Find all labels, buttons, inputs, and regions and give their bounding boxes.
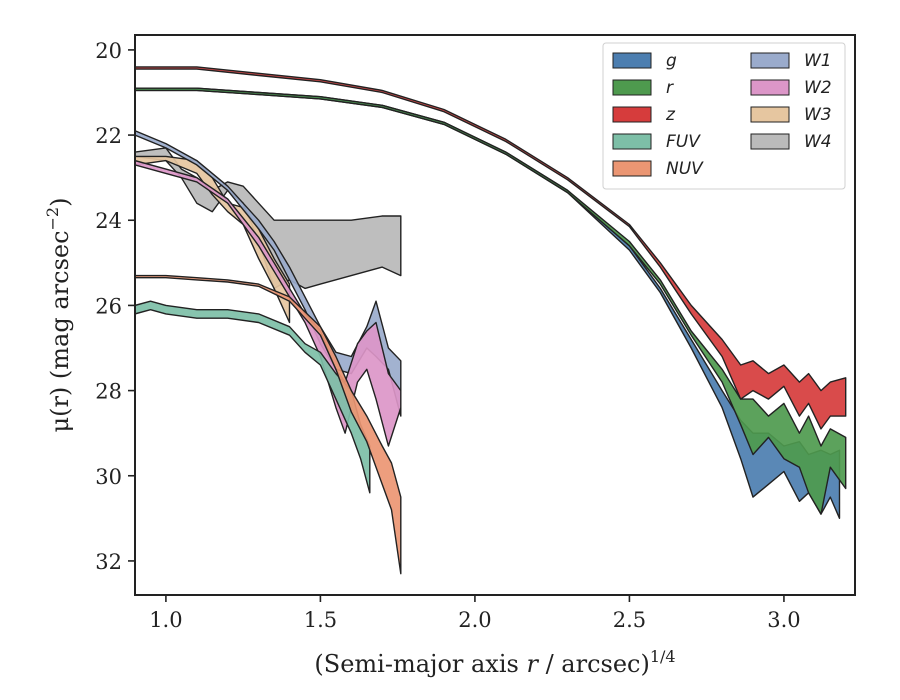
y-axis-label-exponent: −2 <box>43 207 62 231</box>
legend-swatch-NUV <box>612 160 652 177</box>
band-z <box>135 66 847 430</box>
y-tick-label: 24 <box>95 209 122 233</box>
x-axis-label-exponent: 1/4 <box>650 647 676 666</box>
legend-swatch-W4 <box>750 133 790 150</box>
x-tick-label: 2.5 <box>613 608 646 632</box>
y-axis-label: μ(r) (mag arcsec−2) <box>43 198 74 433</box>
x-axis-label: (Semi-major axis r / arcsec)1/4 <box>314 647 675 678</box>
legend-label-W4: W4 <box>804 132 832 152</box>
legend-label-FUV: FUV <box>666 132 701 152</box>
y-axis-label-text: μ(r) (mag arcsec <box>46 230 74 432</box>
legend-label-NUV: NUV <box>666 159 704 179</box>
legend-label-W3: W3 <box>804 105 832 125</box>
x-axis-label-text: (Semi-major axis r / arcsec) <box>314 650 649 678</box>
y-axis-label-close: ) <box>46 198 74 207</box>
legend-swatch-W3 <box>750 106 790 123</box>
legend-swatch-FUV <box>612 133 652 150</box>
plot-frame <box>134 34 856 596</box>
y-tick-label: 26 <box>95 294 122 318</box>
y-tick-label: 30 <box>95 465 122 489</box>
x-tick-label: 2.0 <box>458 608 491 632</box>
legend-swatch-W1 <box>750 52 790 69</box>
band-NUV <box>135 274 402 575</box>
legend-swatch-r <box>612 79 652 96</box>
legend-swatch-W2 <box>750 79 790 96</box>
legend-swatch-z <box>612 106 652 123</box>
legend-label-W2: W2 <box>804 78 832 98</box>
legend-label-W1: W1 <box>804 51 832 71</box>
legend: grz FUV NUV W1 W2 W3 W4 <box>602 42 846 190</box>
x-tick-label: 1.0 <box>149 608 182 632</box>
band-W1 <box>135 130 402 417</box>
x-axis-ticks: 1.0 1.5 2.0 2.5 3.0 <box>149 595 801 632</box>
legend-label-g: g <box>666 51 677 71</box>
band-FUV <box>135 300 371 494</box>
band-r <box>135 87 847 515</box>
y-tick-label: 22 <box>95 124 122 148</box>
y-axis-ticks: 20 22 24 26 28 30 32 <box>95 39 135 574</box>
legend-swatch-g <box>612 52 652 69</box>
y-tick-label: 20 <box>95 39 122 63</box>
y-tick-label: 28 <box>95 380 122 404</box>
y-tick-label: 32 <box>95 550 122 574</box>
legend-label-z: z <box>665 105 676 125</box>
x-tick-label: 3.0 <box>767 608 800 632</box>
legend-label-r: r <box>666 78 674 98</box>
data-bands <box>135 66 847 575</box>
x-tick-label: 1.5 <box>304 608 337 632</box>
